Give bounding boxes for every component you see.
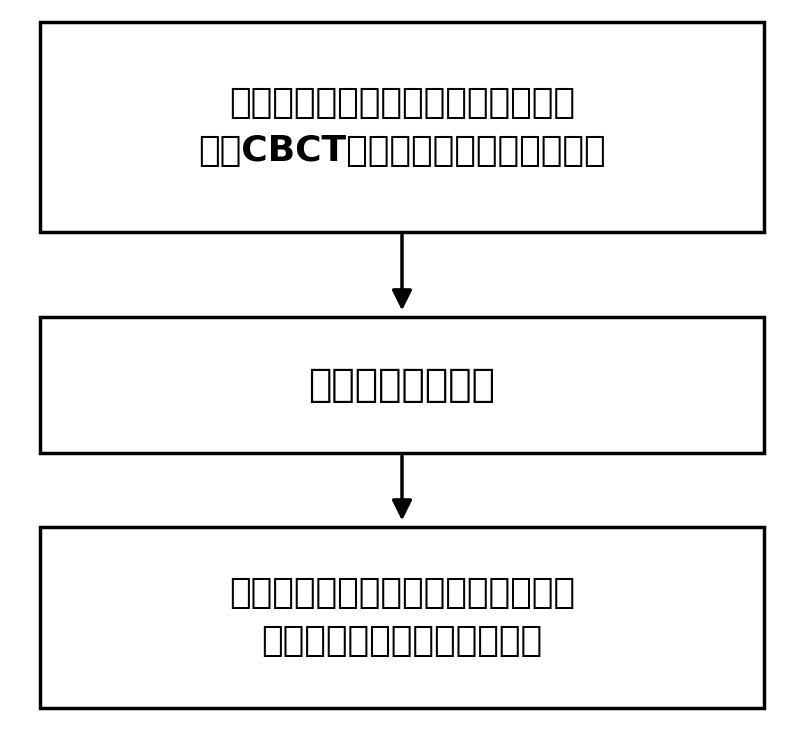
FancyBboxPatch shape [40,527,763,708]
FancyBboxPatch shape [40,317,763,453]
FancyBboxPatch shape [40,22,763,232]
Text: 分别计算左右两侧下颌骨旋转中心，
并连线获得下颌骨横向旋转轴: 分别计算左右两侧下颌骨旋转中心， 并连线获得下颌骨横向旋转轴 [229,576,574,658]
Text: 定位双侧投影平面: 定位双侧投影平面 [308,366,495,404]
Text: 获取患者开口和咬合插片后两个状态
下的CBCT数据，进行模型重建和配准: 获取患者开口和咬合插片后两个状态 下的CBCT数据，进行模型重建和配准 [198,86,605,168]
